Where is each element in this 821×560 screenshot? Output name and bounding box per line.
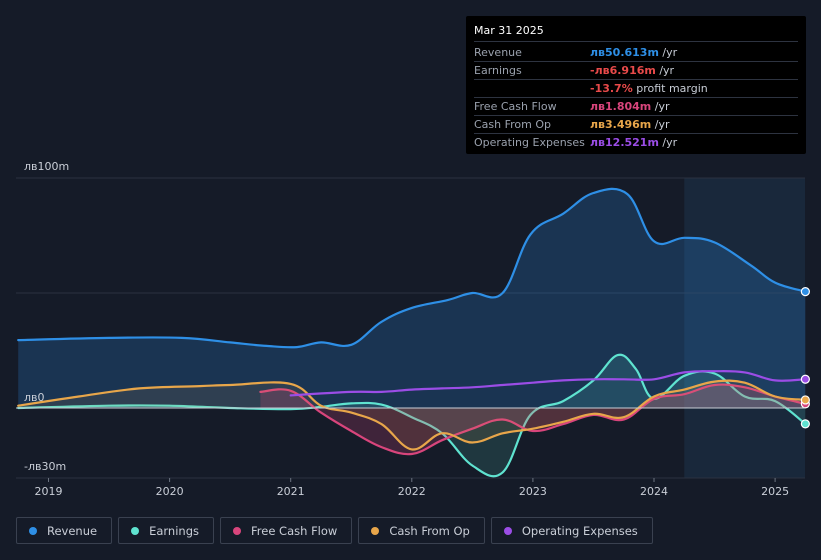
tooltip-row: Free Cash Flow лв1.804m /yr	[474, 98, 798, 116]
cash-from-op-line	[17, 379, 807, 451]
x-tick-label: 2024	[640, 485, 668, 498]
legend-label: Cash From Op	[389, 523, 470, 538]
tooltip-row: Operating Expenses лв12.521m /yr	[474, 134, 798, 151]
earnings-line	[17, 353, 807, 478]
free-cash-flow-line	[259, 383, 807, 456]
legend-label: Revenue	[47, 523, 98, 538]
legend-item[interactable]: Cash From Op	[358, 517, 485, 544]
tooltip-value: лв1.804m /yr	[590, 100, 670, 113]
tooltip-value: лв50.613m /yr	[590, 46, 678, 59]
free-cash-flow-area	[260, 384, 806, 455]
tooltip-value: -13.7% profit margin	[590, 82, 708, 95]
x-tick-label: 2022	[398, 485, 426, 498]
x-tick-label: 2019	[35, 485, 63, 498]
revenue-end-marker	[800, 287, 810, 297]
revenue-line	[17, 187, 807, 349]
tooltip-row: -13.7% profit margin	[474, 80, 798, 98]
tooltip-value: лв3.496m /yr	[590, 118, 670, 131]
y-tick-label: лв100m	[24, 160, 69, 173]
operating-expenses-end-marker	[800, 374, 810, 384]
tooltip-value: лв12.521m /yr	[590, 136, 678, 149]
legend-dot-icon	[131, 526, 140, 535]
y-tick-label: -лв30m	[24, 460, 66, 473]
legend-label: Operating Expenses	[521, 523, 638, 538]
tooltip-row: Earnings -лв6.916m /yr	[474, 62, 798, 80]
legend-item[interactable]: Operating Expenses	[490, 517, 653, 544]
tooltip: Mar 31 2025 Revenue лв50.613m /yr Earnings…	[466, 16, 806, 154]
tooltip-row: Cash From Op лв3.496m /yr	[474, 116, 798, 134]
x-tick-label: 2021	[277, 485, 305, 498]
legend-label: Earnings	[149, 523, 199, 538]
tooltip-label: Cash From Op	[474, 118, 552, 131]
legend-dot-icon	[371, 526, 380, 535]
earnings-end-marker	[800, 419, 810, 429]
tooltip-row: Revenue лв50.613m /yr	[474, 44, 798, 62]
legend-item[interactable]: Revenue	[16, 517, 113, 544]
chart: лв100m лв0 -лв30m 2019 2020 2021 2022 2023 2024 2…	[16, 160, 810, 498]
highlight-region	[684, 178, 805, 478]
x-tick-label: 2020	[156, 485, 184, 498]
tooltip-date: Mar 31 2025	[474, 24, 798, 42]
legend-dot-icon	[503, 526, 512, 535]
x-tick-label: 2025	[761, 485, 789, 498]
tooltip-value: -лв6.916m /yr	[590, 64, 675, 77]
tooltip-label: Earnings	[474, 64, 522, 77]
tooltip-label: Revenue	[474, 46, 522, 59]
tooltip-label: Free Cash Flow	[474, 100, 557, 113]
cash-from-op-end-marker	[800, 395, 810, 405]
earnings-area	[18, 354, 806, 477]
legend-item[interactable]: Earnings	[118, 517, 214, 544]
legend-item[interactable]: Free Cash Flow	[220, 517, 353, 544]
operating-expenses-line	[289, 370, 807, 397]
tooltip-label: Operating Expenses	[474, 136, 585, 149]
legend-label: Free Cash Flow	[251, 523, 338, 538]
cash-from-op-area	[18, 380, 806, 450]
legend-dot-icon	[233, 526, 241, 535]
x-tick-label: 2023	[519, 485, 547, 498]
legend: Revenue Earnings Free Cash Flow Cash From O…	[16, 517, 653, 546]
revenue-area	[18, 188, 806, 408]
y-tick-label: лв0	[24, 391, 45, 404]
legend-dot-icon	[29, 526, 37, 535]
